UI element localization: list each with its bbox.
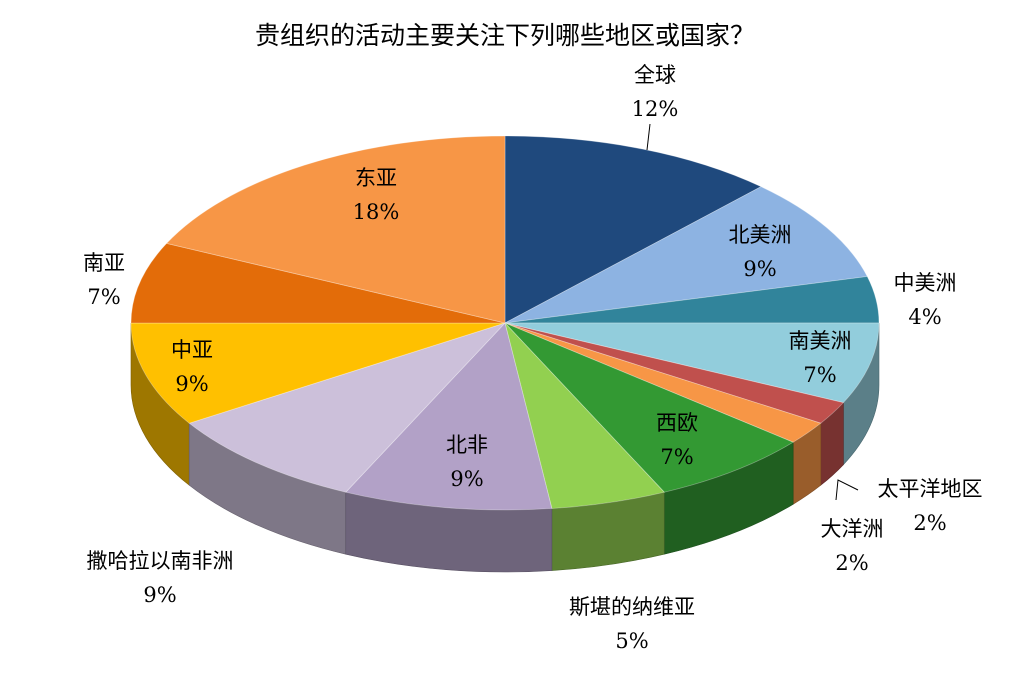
- slice-percent-label: 7%: [803, 363, 836, 387]
- slice-percent-label: 18%: [353, 200, 400, 224]
- slice-name-label: 中美洲: [894, 271, 957, 295]
- slice-percent-label: 2%: [835, 551, 868, 575]
- slice-name-label: 南美洲: [789, 329, 852, 353]
- slice-东亚: [165, 135, 506, 324]
- slice-percent-label: 7%: [87, 285, 120, 309]
- slice-percent-label: 4%: [908, 305, 941, 329]
- slice-中美洲: [504, 276, 880, 324]
- slice-name-label: 西欧: [656, 411, 698, 435]
- slice-南美洲: [504, 322, 880, 404]
- slice-percent-label: 9%: [175, 372, 208, 396]
- slice-北非: [344, 322, 553, 511]
- slice-斯堪的纳维亚: [504, 321, 666, 509]
- slice-西欧: [504, 322, 795, 493]
- slice-labels: 全球 12% 北美洲 9% 中美洲 4% 南美洲 7% 太平洋地区 2% 大洋洲 2% 西欧 7% 斯堪的纳…: [83, 63, 983, 653]
- slice-撒哈拉以南非洲: [188, 322, 507, 493]
- slice-中亚: [130, 322, 506, 424]
- slice-percent-label: 12%: [632, 97, 679, 121]
- slice-北美洲: [504, 186, 868, 324]
- slice-name-label: 北非: [446, 433, 488, 457]
- pie-side-walls: [130, 322, 880, 573]
- slice-percent-label: 9%: [743, 257, 776, 281]
- slice-name-label: 大洋洲: [821, 517, 884, 541]
- slice-name-label: 中亚: [171, 338, 213, 362]
- slice-name-label: 撒哈拉以南非洲: [87, 549, 234, 573]
- slice-percent-label: 9%: [450, 467, 483, 491]
- slice-name-label: 太平洋地区: [878, 477, 983, 501]
- slice-percent-label: 2%: [913, 511, 946, 535]
- slice-太平洋地区: [504, 322, 845, 424]
- slice-name-label: 北美洲: [729, 223, 792, 247]
- slice-大洋洲: [504, 322, 822, 443]
- leader-lines: [646, 123, 859, 501]
- slice-name-label: 全球: [634, 63, 676, 87]
- slice-南亚: [130, 242, 506, 324]
- leader-line-0: [646, 123, 651, 151]
- chart-title: 贵组织的活动主要关注下列哪些地区或国家？: [255, 21, 755, 50]
- slice-percent-label: 9%: [143, 583, 176, 607]
- slice-name-label: 斯堪的纳维亚: [569, 595, 695, 619]
- slice-name-label: 南亚: [83, 251, 125, 275]
- slice-percent-label: 5%: [615, 629, 648, 653]
- slice-name-label: 东亚: [355, 166, 397, 190]
- leader-line-1: [835, 479, 859, 501]
- slice-percent-label: 7%: [660, 445, 693, 469]
- slice-全球: [504, 135, 762, 324]
- pie-top-faces: [130, 135, 880, 511]
